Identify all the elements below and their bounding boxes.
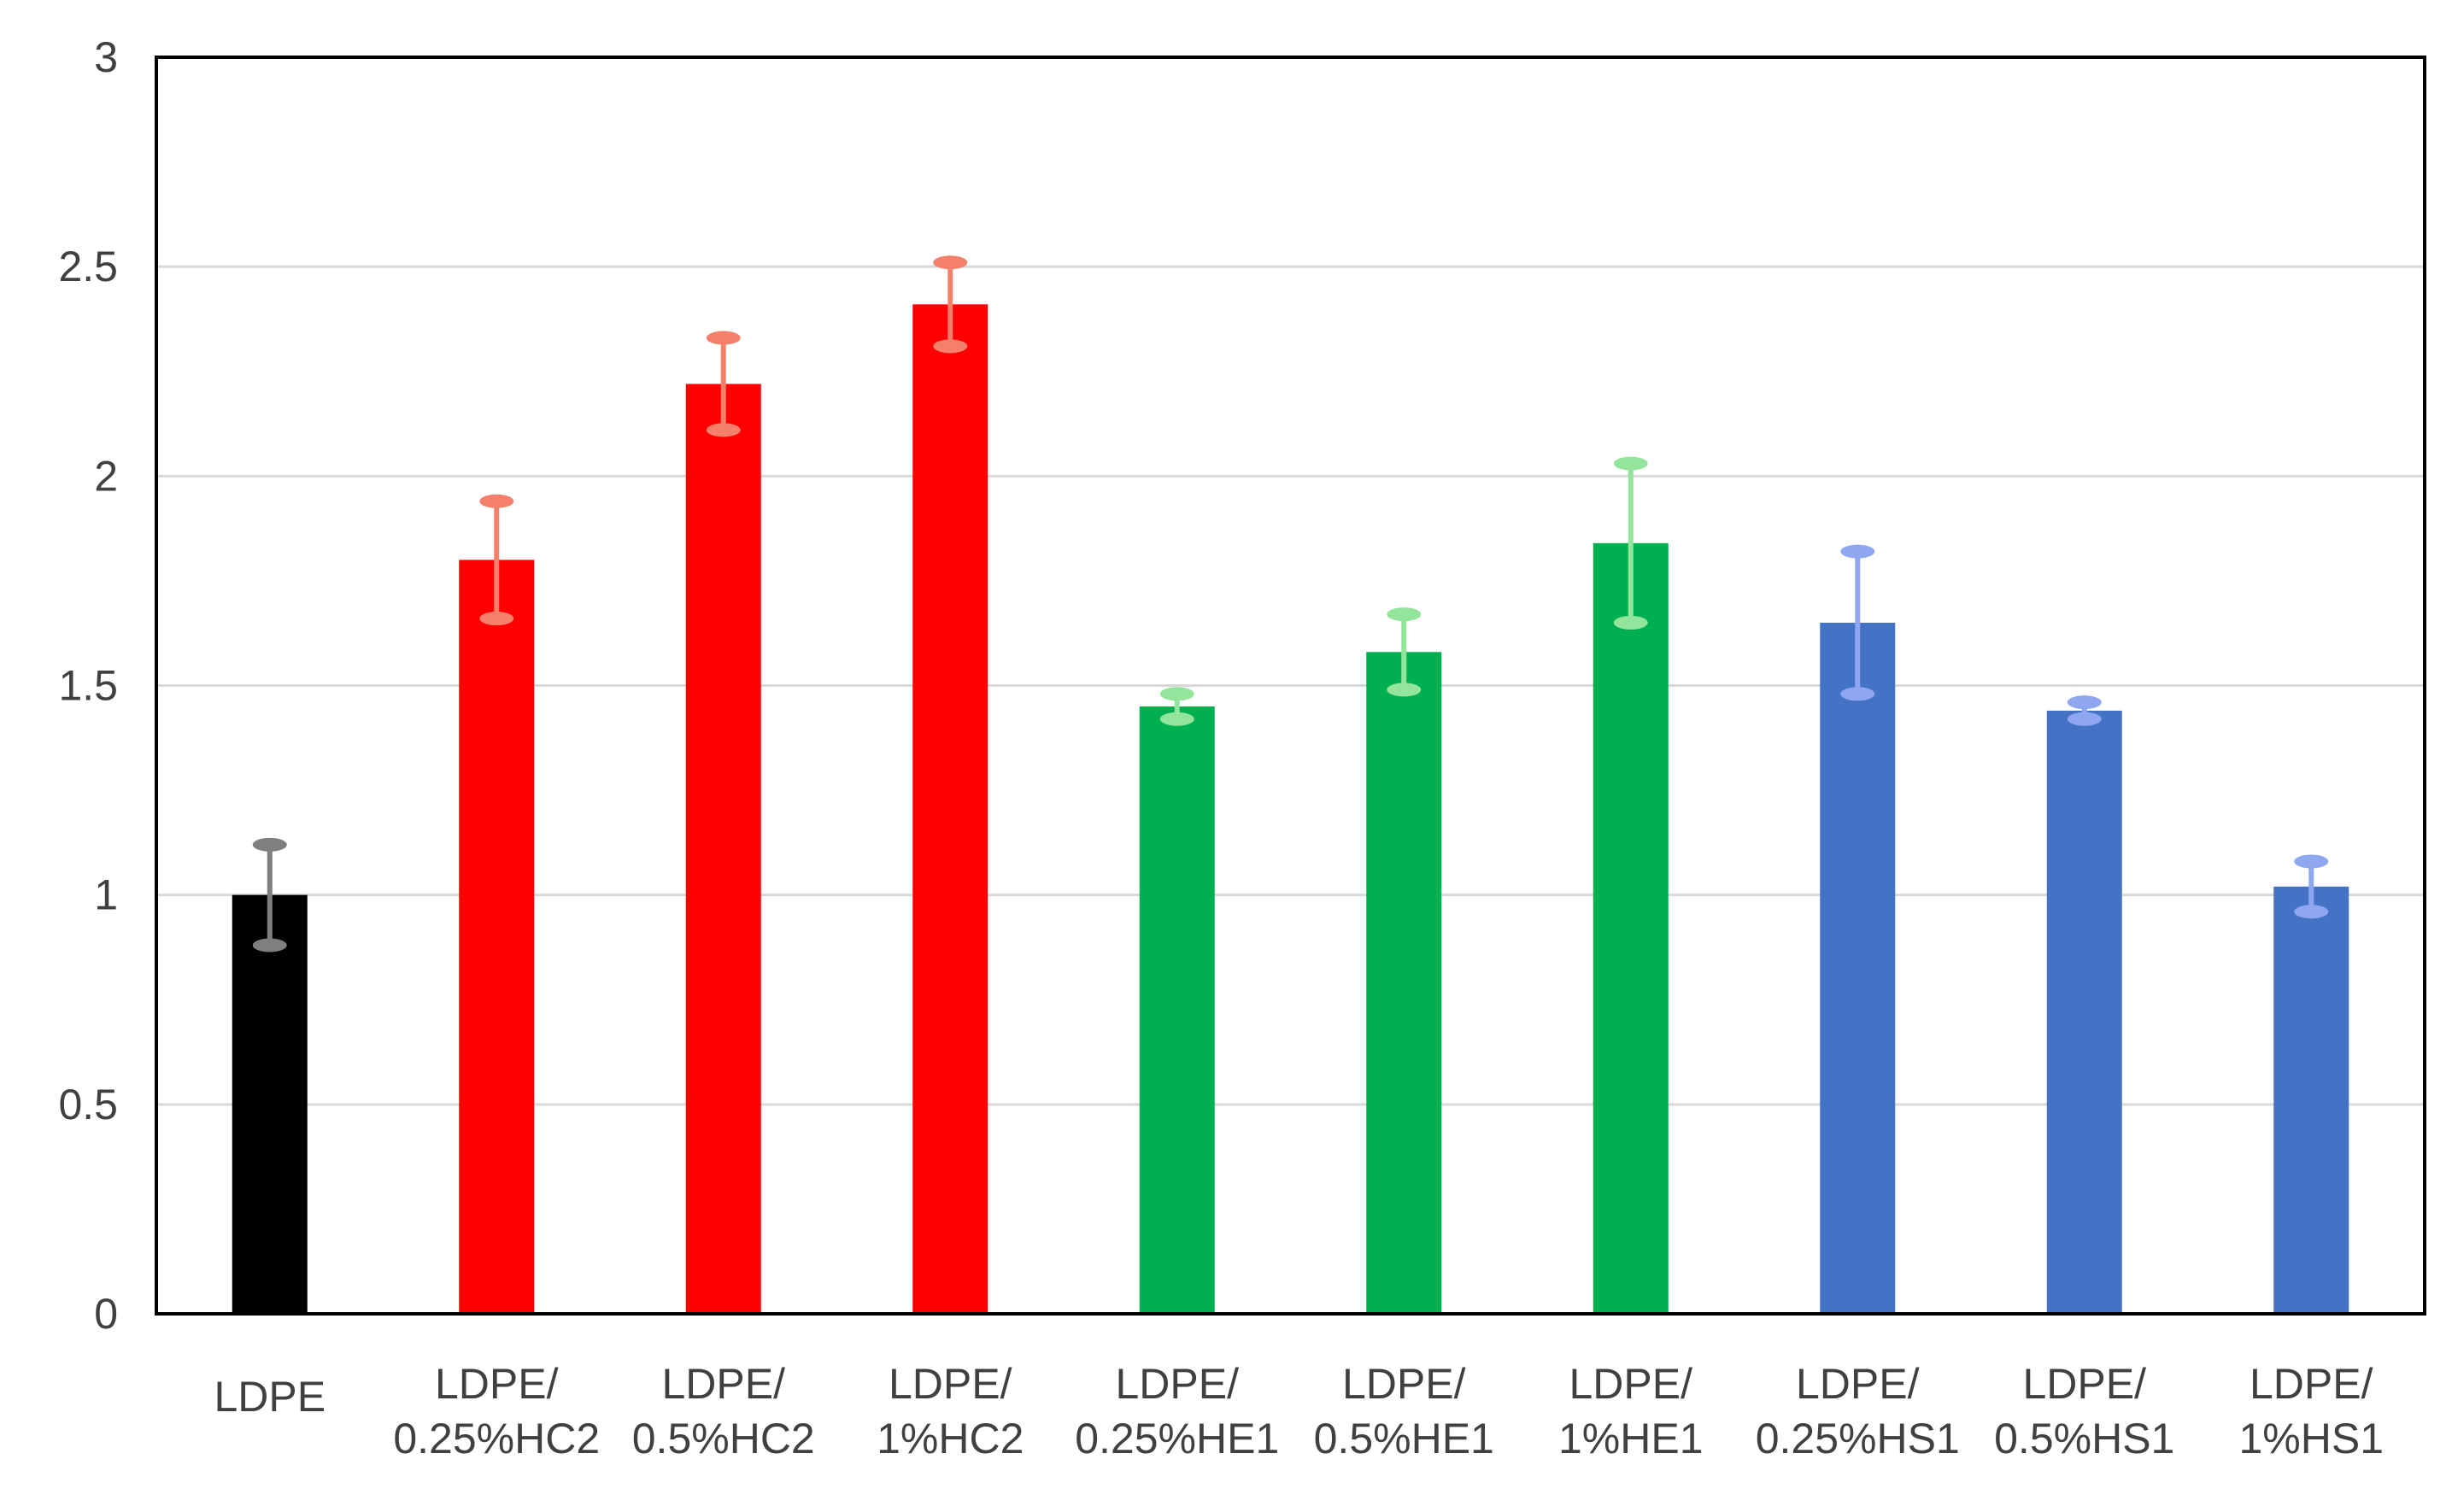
y-tick-label: 0 <box>94 1290 118 1338</box>
error-bar <box>1840 544 1875 701</box>
x-tick-label-line2: 1%HE1 <box>1558 1415 1704 1462</box>
x-tick-label: LDPE/0.25%HC2 <box>393 1360 600 1462</box>
y-tick-label: 0.5 <box>58 1081 118 1128</box>
x-tick-label: LDPE/1%HS1 <box>2238 1360 2384 1462</box>
gridlines <box>156 265 2425 1106</box>
error-bar <box>252 837 287 952</box>
x-tick-label: LDPE/0.25%HS1 <box>1756 1360 1960 1462</box>
x-tick-label-line2: 0.25%HC2 <box>393 1415 600 1462</box>
x-tick-label-line2: 0.25%HE1 <box>1075 1415 1279 1462</box>
bar <box>1593 542 1669 1314</box>
x-tick-label-line1: LDPE/ <box>1569 1360 1692 1408</box>
error-bar-cap-top <box>1840 544 1875 559</box>
x-tick-label-line1: LDPE/ <box>1796 1360 1920 1408</box>
bars <box>232 304 2349 1315</box>
x-tick-label-line1: LDPE/ <box>1115 1360 1239 1408</box>
error-bar-cap-bottom <box>1159 712 1194 726</box>
y-tick-label: 2 <box>94 452 118 500</box>
x-tick-label: LDPE/0.5%HS1 <box>1994 1360 2174 1462</box>
y-axis-ticks: 0 0.5 1 1.5 2 2.5 3 <box>58 33 118 1338</box>
x-tick-label: LDPE <box>214 1373 326 1421</box>
plot-frame <box>155 56 2426 1316</box>
x-tick-label-line1: LDPE/ <box>1342 1360 1466 1408</box>
error-bar <box>1387 607 1422 697</box>
error-bar-cap-top <box>2294 854 2329 869</box>
error-bar-cap-bottom <box>1387 683 1422 697</box>
error-bar-cap-bottom <box>933 339 968 354</box>
y-tick-label: 1.5 <box>58 662 118 710</box>
y-tick-label: 3 <box>94 33 118 81</box>
x-axis-ticks: LDPE LDPE/0.25%HC2LDPE/0.5%HC2LDPE/1%HC2L… <box>214 1360 2384 1462</box>
error-bar-cap-bottom <box>1840 687 1875 701</box>
x-tick-label-line2: 0.5%HS1 <box>1994 1415 2174 1462</box>
x-tick-label-line2: 0.5%HE1 <box>1314 1415 1494 1462</box>
y-tick-label: 1 <box>94 871 118 919</box>
x-tick-label-line2: 0.25%HS1 <box>1756 1415 1960 1462</box>
error-bar <box>1613 456 1648 630</box>
error-bar-cap-bottom <box>706 423 741 437</box>
x-tick-label-line1: LDPE/ <box>435 1360 559 1408</box>
bar <box>2046 710 2122 1314</box>
error-bar-cap-bottom <box>479 612 514 626</box>
error-bar-cap-top <box>1159 687 1194 701</box>
error-bar-cap-bottom <box>2067 712 2102 726</box>
x-tick-label: LDPE/1%HE1 <box>1558 1360 1704 1462</box>
error-bar <box>1159 687 1194 726</box>
bar <box>459 560 535 1314</box>
error-bar <box>2294 854 2329 919</box>
error-bar-cap-top <box>706 331 741 345</box>
bar <box>1820 622 1896 1314</box>
error-bar-cap-top <box>479 494 514 508</box>
error-bar <box>706 331 741 437</box>
error-bar-cap-bottom <box>1613 615 1648 630</box>
bar <box>685 384 761 1315</box>
error-bars <box>252 255 2329 952</box>
error-bar-cap-top <box>1613 456 1648 471</box>
error-bar <box>479 494 514 626</box>
x-tick-label-line1: LDPE/ <box>889 1360 1012 1408</box>
bar <box>912 304 988 1315</box>
x-tick-label: LDPE/0.25%HE1 <box>1075 1360 1279 1462</box>
x-tick-label-line1: LDPE/ <box>2022 1360 2146 1408</box>
x-tick-label-line2: 0.5%HC2 <box>632 1415 815 1462</box>
y-tick-label: 2.5 <box>58 243 118 290</box>
x-tick-label: LDPE/1%HC2 <box>877 1360 1024 1462</box>
error-bar-cap-top <box>252 837 287 852</box>
error-bar-cap-bottom <box>2294 905 2329 919</box>
x-tick-label-line1: LDPE/ <box>661 1360 785 1408</box>
bar <box>1139 706 1215 1314</box>
error-bar-cap-top <box>1387 607 1422 622</box>
bar <box>232 894 308 1314</box>
x-tick-label: LDPE/0.5%HC2 <box>632 1360 815 1462</box>
error-bar-cap-top <box>2067 695 2102 710</box>
error-bar <box>2067 695 2102 726</box>
x-tick-label-line2: 1%HC2 <box>877 1415 1024 1462</box>
bar <box>1366 652 1442 1314</box>
x-tick-label-line2: 1%HS1 <box>2238 1415 2384 1462</box>
error-bar <box>933 255 968 354</box>
x-tick-label: LDPE/0.5%HE1 <box>1314 1360 1494 1462</box>
error-bar-cap-top <box>933 255 968 270</box>
error-bar-cap-bottom <box>252 938 287 952</box>
bar <box>2273 886 2349 1314</box>
x-tick-label-line1: LDPE/ <box>2250 1360 2373 1408</box>
